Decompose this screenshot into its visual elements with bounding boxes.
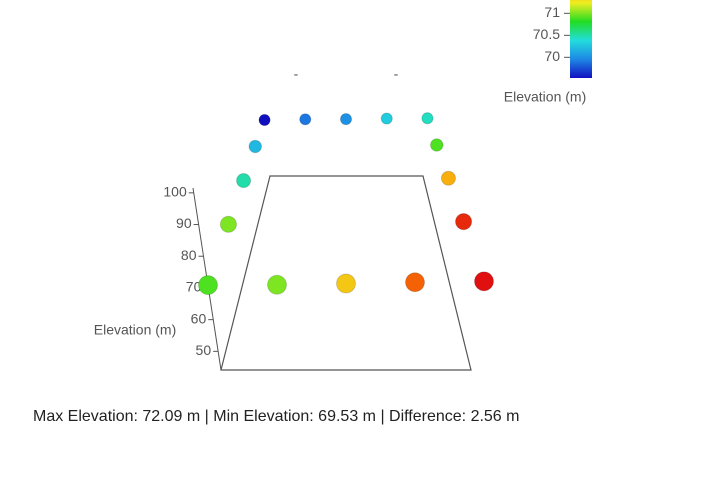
top-tick-label: - (394, 66, 399, 82)
data-point (258, 113, 271, 127)
colorbar-title: Elevation (m) (504, 89, 586, 105)
colorbar-tick-label: 71 (544, 4, 560, 20)
data-point (198, 275, 218, 296)
data-point (405, 272, 425, 293)
floor-plane (220, 175, 472, 371)
data-point (429, 138, 444, 152)
colorbar (570, 0, 592, 78)
data-point (267, 274, 287, 295)
data-point (454, 213, 473, 231)
z-tick-label: 60 (191, 310, 207, 326)
colorbar-tick-label: 70 (544, 48, 560, 64)
z-tick-label: 100 (163, 184, 187, 200)
data-point (236, 173, 252, 189)
colorbar-tick-label: 70.5 (533, 26, 560, 42)
data-point (339, 113, 353, 126)
data-point (219, 215, 238, 233)
data-point (299, 113, 312, 126)
data-point (474, 271, 494, 292)
z-tick-label: 70 (186, 279, 202, 295)
z-axis-title: Elevation (m) (94, 322, 176, 338)
data-point (380, 112, 393, 125)
data-point (336, 273, 356, 294)
data-point (248, 139, 263, 154)
chart: Elevation (m) - - Elevation (m) 50 60 70 80… (94, 0, 592, 371)
z-tick-label: 50 (196, 342, 212, 358)
z-tick-label: 90 (176, 215, 192, 231)
top-tick-label: - (294, 66, 299, 82)
data-point (440, 170, 456, 186)
elevation-summary: Max Elevation: 72.09 m | Min Elevation: … (33, 408, 520, 425)
z-tick-label: 80 (181, 247, 197, 263)
data-point (421, 112, 434, 125)
